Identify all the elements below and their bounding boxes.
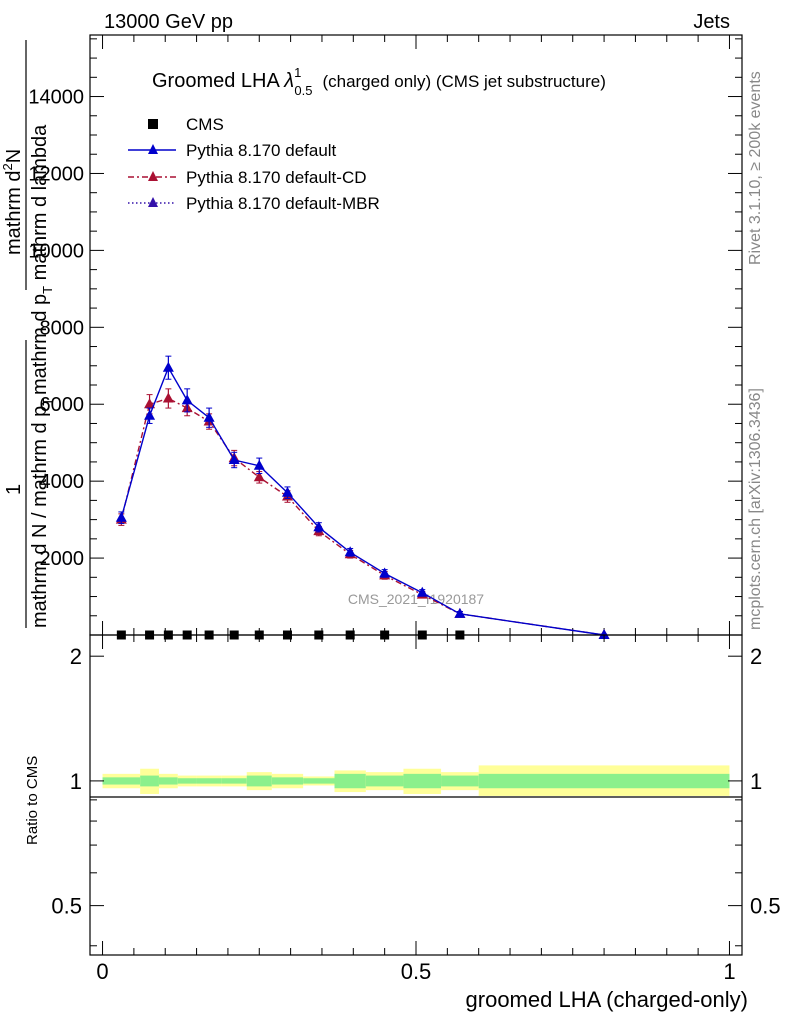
ratio-xlabel: groomed LHA (charged-only) (466, 987, 748, 1012)
ratio-ytick-label-left: 0.5 (51, 894, 82, 919)
rivet-label: Rivet 3.1.10, ≥ 200k events (747, 71, 764, 265)
ratio-ylabel: Ratio to CMS (24, 756, 41, 845)
main-ylabel-top-rest: N (3, 149, 25, 163)
default-point (144, 409, 156, 420)
cd-point (253, 471, 265, 482)
ratio-band-inner (365, 775, 404, 787)
chart-title-symbol: λ (283, 70, 294, 92)
main-ylabel-bottom-den: mathrm d N / mathrm d pT (29, 398, 55, 628)
main-ylabel-bottom-den-sub: T (40, 398, 55, 406)
legend-mbr-marker (148, 197, 158, 207)
cd-point (144, 398, 156, 409)
main-ylabel-top: mathrm d2N (0, 149, 25, 255)
default-point (162, 361, 174, 372)
header-right-label: Jets (693, 11, 730, 33)
main-axis-ticks: 2000 4000 6000 8000 10000 12000 14000 (28, 35, 742, 636)
main-ytick-label: 2000 (40, 548, 85, 570)
chart-title-sup: 1 (294, 65, 301, 80)
ratio-ytick-label-right: 2 (750, 644, 762, 669)
default-point (181, 394, 193, 405)
legend: CMS Pythia 8.170 default Pythia 8.170 de… (128, 115, 380, 213)
legend-cms-marker (148, 119, 158, 129)
ratio-band-inner (303, 778, 335, 784)
default-point (228, 454, 240, 464)
main-ylabel-top-num: mathrm d (3, 171, 25, 255)
default-point (281, 486, 293, 497)
default-point (344, 546, 356, 557)
ratio-band-inner (158, 777, 178, 785)
main-ytick-label: 14000 (28, 87, 84, 109)
main-ylabel-bottom-num: 1 (3, 484, 25, 495)
chart-title-main: Groomed LHA (152, 70, 284, 92)
default-point (598, 629, 610, 639)
default-point (454, 607, 466, 618)
default-point (313, 521, 325, 532)
legend-cms-label: CMS (186, 115, 224, 134)
ratio-band-inner (221, 778, 247, 784)
ratio-axis-ticks: 0.5 0.5 1 1 2 2 0 0.5 1 (51, 635, 781, 984)
ratio-band-inner (177, 778, 197, 784)
ratio-band-inner (478, 773, 730, 789)
ratio-band-inner (271, 777, 304, 785)
ratio-ytick-label-right: 0.5 (750, 894, 781, 919)
legend-mbr-label: Pythia 8.170 default-MBR (186, 194, 380, 213)
main-ylabel: mathrm d2N mathrm d pT mathrm d lambda 1… (0, 40, 55, 628)
ratio-band-inner (140, 775, 159, 787)
main-ytick-label: 8000 (40, 317, 85, 339)
legend-cd-label: Pythia 8.170 default-CD (186, 168, 367, 187)
header-left-label: 13000 GeV pp (104, 11, 233, 33)
mcplots-label: mcplots.cern.ch [arXiv:1306.3436] (747, 388, 764, 630)
watermark: CMS_2021_I1920187 (348, 591, 484, 607)
chart-title: Groomed LHA λ1 0.5 (charged only) (CMS jet… (152, 65, 606, 98)
default-point (115, 511, 127, 522)
main-ylabel-bottom-den-text: mathrm d N / mathrm d p (29, 406, 51, 628)
main-ytick-label: 10000 (28, 240, 84, 262)
main-ylabel-top-sup: 2 (0, 163, 15, 170)
ratio-ytick-label-right: 1 (750, 769, 762, 794)
ratio-band-inner (102, 777, 141, 785)
default-line (120, 366, 605, 636)
main-series-layer (115, 355, 610, 640)
main-ylabel-top-den-sub: T (40, 286, 55, 294)
main-ytick-label: 12000 (28, 163, 84, 185)
ratio-xtick-label: 0 (96, 959, 108, 984)
chart-title-rest: (charged only) (CMS jet substructure) (322, 72, 605, 91)
main-ylabel-top-den-rest: mathrm d lambda (29, 124, 51, 286)
legend-cd-marker (148, 171, 158, 181)
ratio-ytick-label-left: 2 (70, 644, 82, 669)
chart-title-sub: 0.5 (294, 83, 312, 98)
main-ytick-label: 6000 (40, 394, 85, 416)
ratio-band-inner (246, 775, 272, 787)
legend-default-marker (148, 144, 158, 154)
legend-default-label: Pythia 8.170 default (186, 141, 337, 160)
ratio-xtick-label: 1 (723, 959, 735, 984)
default-point (203, 411, 215, 422)
main-ytick-label: 4000 (40, 471, 85, 493)
cd-point (162, 392, 174, 403)
default-point (379, 567, 391, 578)
ratio-xtick-label: 0.5 (401, 959, 432, 984)
ratio-band-inner (403, 773, 442, 789)
ratio-ytick-label-left: 1 (70, 769, 82, 794)
ratio-bands-layer (102, 765, 730, 796)
ratio-band-inner (196, 778, 222, 784)
main-ylabel-top-den-text: mathrm d p (29, 294, 51, 395)
ratio-band-inner (441, 775, 479, 787)
default-point (416, 586, 428, 597)
ratio-band-inner (334, 773, 366, 789)
main-ylabel-top-den: mathrm d pT mathrm d lambda (29, 124, 55, 395)
default-point (253, 459, 265, 470)
